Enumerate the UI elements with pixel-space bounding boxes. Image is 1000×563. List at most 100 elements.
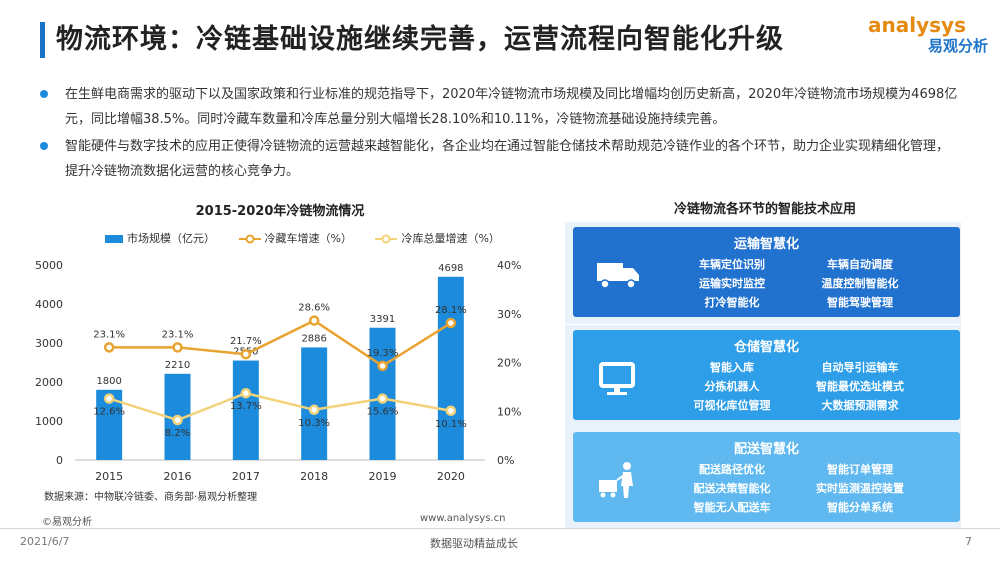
x-tick-label: 2017: [232, 470, 260, 483]
truck-growth-point: [377, 360, 388, 372]
storage-growth-point: [103, 393, 115, 404]
legend-line-swatch: [238, 234, 261, 244]
legend-label: 冷藏车增速（%）: [264, 232, 352, 245]
tech-item: 配送决策智能化: [693, 482, 771, 495]
storage-growth-data-label: 8.2%: [165, 428, 190, 439]
tech-item: 温度控制智能化: [821, 277, 899, 290]
x-tick-label: 2016: [164, 470, 192, 483]
delivery-person-icon: [599, 462, 633, 498]
legend-line-swatch: [375, 234, 398, 244]
truck-growth-point: [172, 342, 183, 353]
bullet-text: 在生鲜电商需求的驱动下以及国家政策和行业标准的规范指导下，2020年冷链物流市场…: [65, 87, 958, 127]
chart-legend: 市场规模（亿元） 冷藏车增速（%） 冷库总量增速（%）: [105, 230, 520, 246]
y-right-tick-label: 20%: [497, 357, 521, 370]
legend-label: 市场规模（亿元）: [127, 232, 215, 245]
x-tick-label: 2018: [300, 470, 328, 483]
y-left-tick-label: 3000: [35, 337, 63, 350]
truck-growth-data-label: 28.6%: [298, 303, 330, 314]
bar-data-label: 3391: [370, 314, 395, 325]
tech-item: 车辆自动调度: [827, 258, 893, 271]
panel-delivery: 配送智慧化 配送路径优化 配送决策智能化 智能无人配送车 智能订单管理 实时监测…: [573, 432, 960, 522]
storage-growth-data-label: 15.6%: [367, 407, 399, 418]
panel-items: 配送路径优化 配送决策智能化 智能无人配送车 智能订单管理 实时监测温控装置 智…: [668, 460, 938, 517]
storage-growth-point: [445, 405, 457, 417]
legend-item-truck-growth: 冷藏车增速（%）: [238, 230, 352, 246]
storage-growth-point: [172, 414, 183, 426]
footer-slogan: 数据驱动精益成长: [430, 537, 518, 550]
y-right-tick-label: 40%: [497, 259, 521, 272]
panel-title: 配送智慧化: [733, 442, 799, 457]
truck-growth-line: [109, 319, 452, 368]
bullet-point-2: 智能硬件与数字技术的应用正使得冷链物流的运营越来越智能化，各企业均在通过智能仓储…: [40, 134, 960, 184]
legend-item-market-size: 市场规模（亿元）: [105, 230, 215, 246]
panel-title: 仓储智慧化: [733, 340, 799, 355]
storage-growth-data-label: 10.3%: [298, 418, 330, 429]
y-right-tick-label: 0%: [497, 454, 514, 467]
logo-text-cn: 易观分析: [927, 37, 988, 55]
bar-data-label: 2886: [301, 333, 326, 344]
panel-warehouse: 仓储智慧化 智能入库 分拣机器人 可视化库位管理 自动导引运输车 智能最优选址模…: [573, 330, 960, 420]
truck-growth-data-label: 21.7%: [230, 336, 262, 347]
tech-item: 智能最优选址模式: [816, 380, 904, 393]
tech-item: 智能驾驶管理: [827, 296, 893, 309]
data-source-note: 数据来源：中物联冷链委、商务部·易观分析整理: [44, 492, 258, 503]
tech-item: 大数据预测需求: [821, 399, 899, 412]
tech-item: 可视化库位管理: [693, 399, 771, 412]
bar-data-label: 2210: [165, 360, 190, 371]
storage-growth-point: [377, 393, 388, 404]
x-tick-label: 2015: [95, 470, 123, 483]
panel-items-left: 配送路径优化 配送决策智能化 智能无人配送车: [668, 460, 796, 517]
page-title: 物流环境：冷链基础设施继续完善，运营流程向智能化升级: [56, 24, 784, 55]
bar-data-label: 4698: [438, 263, 463, 274]
title-accent-bar: [40, 22, 45, 58]
truck-growth-point: [445, 317, 457, 329]
website-link[interactable]: www.analysys.cn: [420, 513, 506, 524]
legend-item-storage-growth: 冷库总量增速（%）: [375, 230, 500, 246]
copyright-text: ©易观分析: [42, 517, 92, 528]
legend-label: 冷库总量增速（%）: [401, 232, 500, 245]
panel-title: 运输智慧化: [733, 237, 799, 252]
bar: [437, 276, 464, 460]
chart-title: 2015-2020年冷链物流情况: [195, 204, 365, 219]
tech-item: 运输实时监控: [699, 277, 765, 290]
y-left-tick-label: 4000: [35, 298, 63, 311]
storage-growth-data-label: 12.6%: [93, 407, 125, 418]
tech-item: 车辆定位识别: [699, 258, 765, 271]
y-left-tick-label: 2000: [35, 376, 63, 389]
bar-data-label: 1800: [96, 376, 121, 387]
panel-items-right: 智能订单管理 实时监测温控装置 智能分单系统: [796, 460, 924, 517]
cold-chain-chart: 0 1000 2000 3000 4000 5000 0% 10% 20% 30% 40% 1800 2…: [35, 259, 521, 483]
storage-growth-data-label: 10.1%: [435, 419, 467, 430]
logo-text-en: analysys: [868, 13, 966, 37]
panel-items-left: 车辆定位识别 运输实时监控 打冷智能化: [668, 255, 796, 312]
storage-growth-data-label: 13.7%: [230, 401, 262, 412]
right-section-title: 冷链物流各环节的智能技术应用: [673, 202, 856, 217]
panel-items-right: 自动导引运输车 智能最优选址模式 大数据预测需求: [796, 358, 924, 415]
y-right-tick-label: 30%: [497, 308, 521, 321]
truck-growth-point: [103, 342, 115, 353]
tech-item: 智能分单系统: [827, 501, 893, 514]
storage-growth-point: [240, 387, 252, 399]
panel-items-right: 车辆自动调度 温度控制智能化 智能驾驶管理: [796, 255, 924, 312]
x-tick-label: 2020: [437, 470, 465, 483]
page-number: 7: [965, 535, 972, 548]
bullet-point-1: 在生鲜电商需求的驱动下以及国家政策和行业标准的规范指导下，2020年冷链物流市场…: [40, 82, 960, 132]
y-left-tick-label: 1000: [35, 415, 63, 428]
tech-item: 智能入库: [710, 361, 754, 374]
y-left-tick-label: 0: [56, 454, 63, 467]
tech-item: 智能无人配送车: [693, 501, 771, 514]
tech-item: 自动导引运输车: [821, 361, 899, 374]
panel-items: 车辆定位识别 运输实时监控 打冷智能化 车辆自动调度 温度控制智能化 智能驾驶管…: [668, 255, 938, 312]
panel-transport: 运输智慧化 车辆定位识别 运输实时监控 打冷智能化 车辆自动调度 温度控制智能化…: [573, 227, 960, 317]
truck-growth-data-label: 28.1%: [435, 305, 467, 316]
truck-growth-data-label: 23.1%: [93, 329, 125, 340]
panel-items-left: 智能入库 分拣机器人 可视化库位管理: [668, 358, 796, 415]
bullet-text: 智能硬件与数字技术的应用正使得冷链物流的运营越来越智能化，各企业均在通过智能仓储…: [65, 139, 950, 179]
legend-bar-swatch: [105, 235, 123, 243]
footer-divider: [0, 528, 1000, 529]
bullet-dot-icon: [40, 90, 48, 98]
bullet-dot-icon: [40, 142, 48, 150]
panel-items: 智能入库 分拣机器人 可视化库位管理 自动导引运输车 智能最优选址模式 大数据预…: [668, 358, 938, 415]
x-tick-label: 2019: [369, 470, 397, 483]
footer-date: 2021/6/7: [20, 535, 70, 548]
